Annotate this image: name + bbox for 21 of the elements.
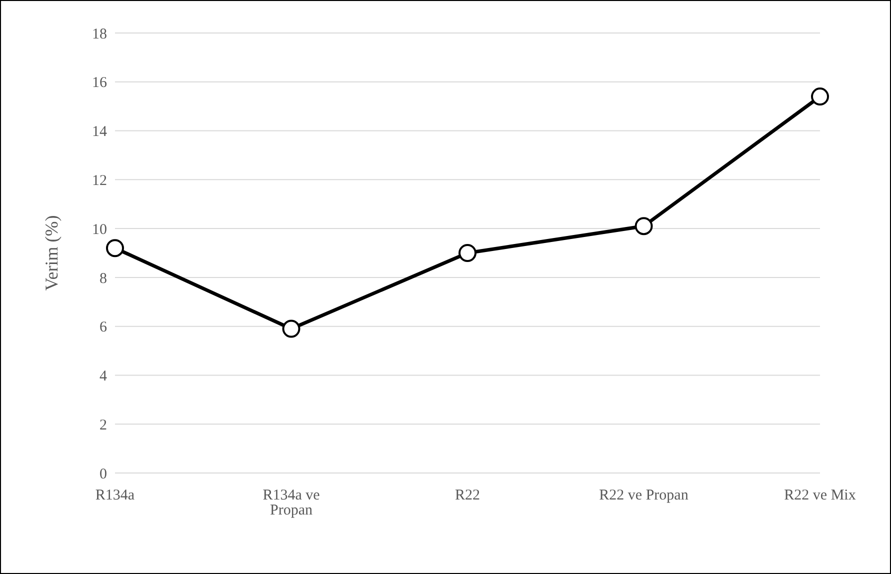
y-axis-title: Verim (%) xyxy=(41,215,62,291)
x-tick-label: R22 ve Mix xyxy=(784,488,856,504)
y-tick-label: 12 xyxy=(92,172,107,189)
y-tick-label: 10 xyxy=(92,222,107,238)
point xyxy=(634,217,653,236)
y-tick-label: 16 xyxy=(92,75,108,92)
point xyxy=(106,239,124,258)
x-tick-label: R22 xyxy=(454,488,480,504)
y-tick-label: 6 xyxy=(100,320,108,336)
y-tick-label: 2 xyxy=(100,417,107,434)
x-tick-label: R134a ve Propan xyxy=(262,488,320,519)
x-tick-label: R22 ve Propan xyxy=(599,488,689,504)
x-tick-label: R134a xyxy=(95,488,135,504)
point xyxy=(811,88,829,106)
y-tick-label: 14 xyxy=(92,124,108,140)
y-tick-label: 18 xyxy=(92,26,107,42)
y-tick-label: 8 xyxy=(100,270,107,287)
y-tick-label: 4 xyxy=(100,368,108,385)
point xyxy=(458,244,476,262)
point xyxy=(282,320,300,338)
y-tick-label: 0 xyxy=(100,466,107,482)
